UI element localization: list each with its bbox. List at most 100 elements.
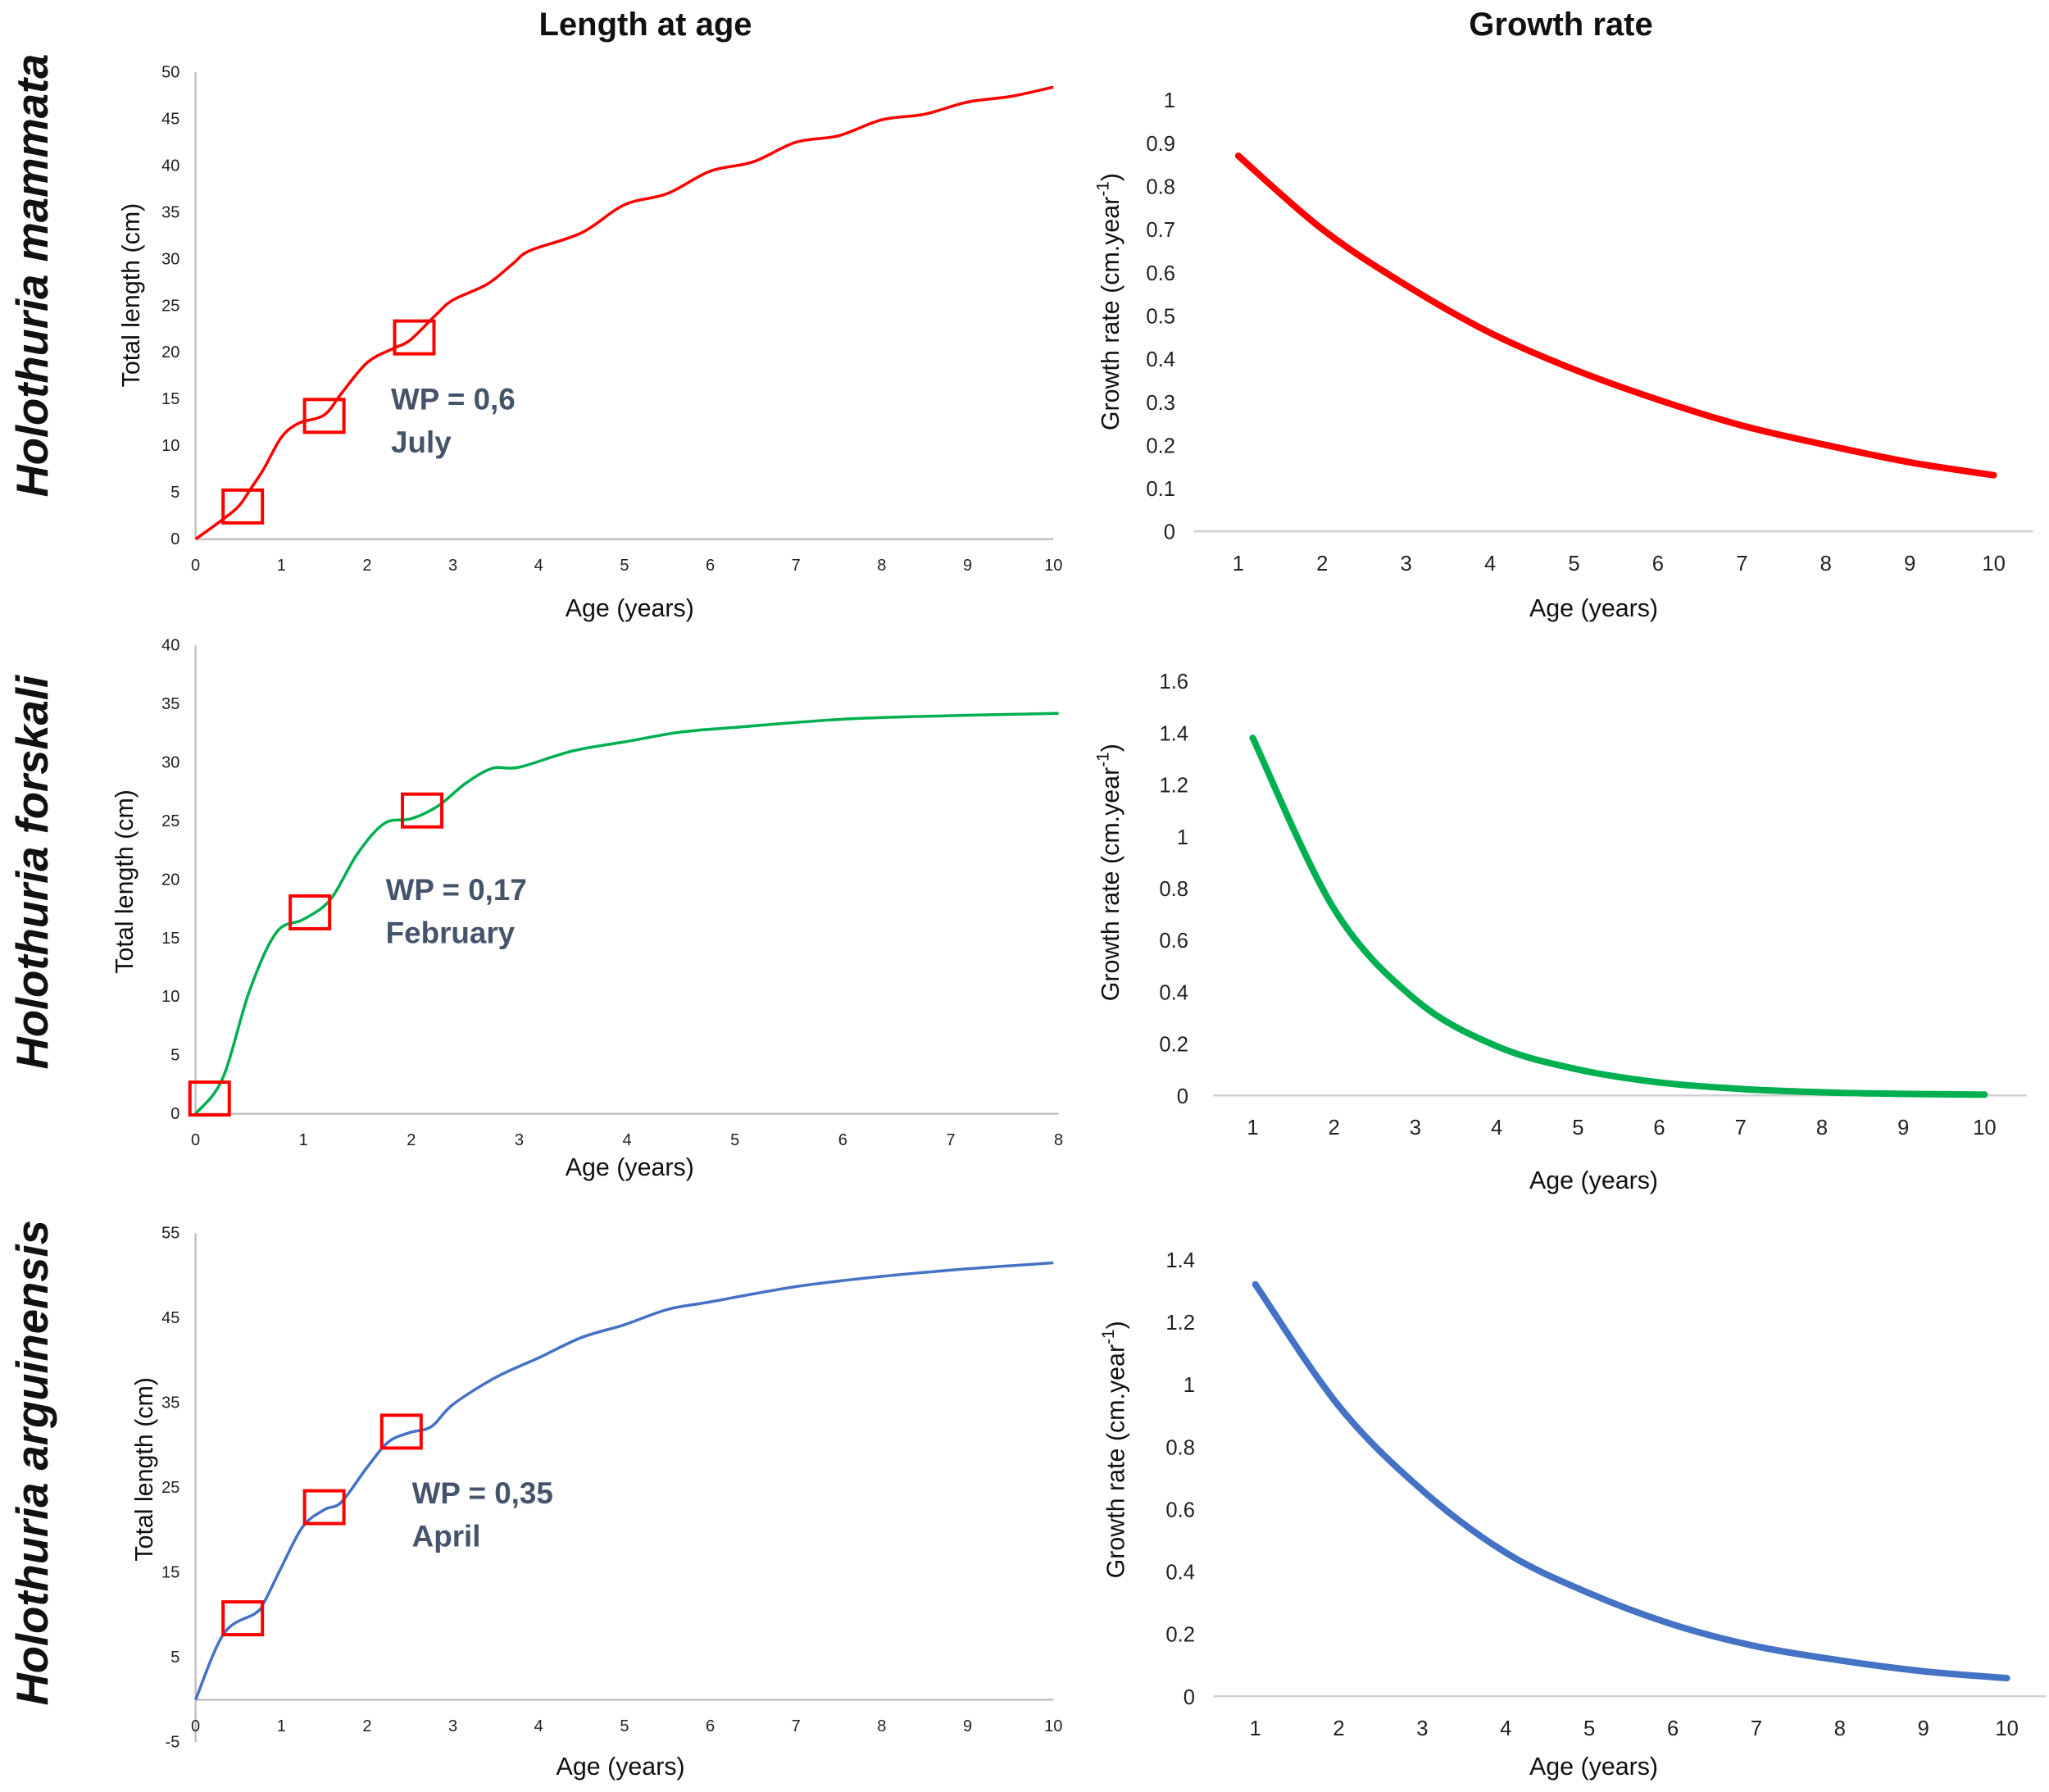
x-axis-title: Age (years) <box>557 1753 685 1781</box>
x-axis-title: Age (years) <box>1529 594 1658 622</box>
y-tick-label: 5 <box>170 1649 179 1667</box>
x-tick-label: 3 <box>515 1131 524 1149</box>
y-axis-title-superscript: -1 <box>1093 752 1112 767</box>
growth-rate-curve <box>1252 1280 2010 1682</box>
wp-annotation: February <box>386 916 516 950</box>
x-tick-label: 8 <box>1816 1117 1828 1139</box>
y-tick-label: 0.8 <box>1159 878 1188 901</box>
y-tick-label: 0 <box>1177 1085 1188 1108</box>
y-tick-label: 1.2 <box>1159 775 1188 798</box>
y-tick-label: 35 <box>161 1394 179 1412</box>
x-tick-label: 0 <box>191 1717 200 1735</box>
y-axis-title-end: ) <box>1097 744 1124 752</box>
x-tick-label: 8 <box>877 1717 886 1735</box>
chart-forskali-length: 0 5 10 15 20 25 30 35 40 0 1 2 3 4 5 6 7 8 Age (years) Tota… <box>111 637 1063 1181</box>
x-tick-label: 5 <box>620 557 629 575</box>
y-tick-label: 10 <box>161 988 179 1006</box>
x-tick-label: 4 <box>1500 1717 1511 1740</box>
y-tick-label: 0.2 <box>1159 1034 1188 1057</box>
y-tick-label: 0.1 <box>1146 478 1175 501</box>
y-tick-label: 0.7 <box>1146 219 1175 242</box>
y-tick-label: 15 <box>161 1564 179 1582</box>
x-tick-label: 8 <box>1820 553 1832 575</box>
x-axis-title: Age (years) <box>1529 1167 1658 1194</box>
x-tick-label: 6 <box>1652 553 1664 575</box>
y-tick-label: 0.8 <box>1165 1436 1195 1459</box>
seasonal-slowdown-marker <box>302 1489 346 1526</box>
y-tick-label: -5 <box>166 1734 180 1752</box>
y-tick-label: 50 <box>161 63 179 81</box>
y-tick-label: 35 <box>161 203 179 221</box>
x-tick-label: 7 <box>1751 1717 1762 1740</box>
x-tick-label: 10 <box>1044 1717 1062 1735</box>
y-tick-label: 0 <box>1184 1686 1195 1709</box>
seasonal-slowdown-marker <box>221 488 265 525</box>
x-tick-label: 7 <box>1736 553 1747 575</box>
y-axis-title: Total length (cm) <box>117 203 145 388</box>
y-tick-label: 15 <box>161 390 179 408</box>
seasonal-slowdown-marker <box>401 792 444 829</box>
x-tick-label: 4 <box>1491 1117 1502 1139</box>
column-title-growth: Growth rate <box>1469 7 1652 43</box>
x-tick-label: 1 <box>277 557 286 575</box>
y-axis-title-main: Growth rate (cm.year <box>1097 767 1124 1001</box>
y-tick-label: 30 <box>161 250 179 268</box>
y-tick-label: 0 <box>1164 521 1175 544</box>
seasonal-slowdown-marker <box>188 1080 231 1117</box>
x-tick-label: 6 <box>706 1717 715 1735</box>
x-tick-label: 3 <box>1401 553 1412 575</box>
y-tick-label: 1.4 <box>1165 1249 1195 1272</box>
y-tick-label: 0 <box>170 1105 179 1123</box>
y-axis-title-main: Growth rate (cm.year <box>1102 1344 1130 1578</box>
x-tick-label: 7 <box>1735 1117 1747 1139</box>
y-axis-title: Growth rate (cm.year-1) <box>1093 744 1124 1001</box>
x-tick-label: 6 <box>1667 1717 1679 1740</box>
y-tick-label: 20 <box>161 343 179 362</box>
x-tick-label: 6 <box>706 557 715 575</box>
x-tick-label: 1 <box>299 1131 308 1149</box>
y-tick-label: 1 <box>1164 89 1175 112</box>
x-tick-label: 10 <box>1982 553 2005 575</box>
x-tick-label: 4 <box>534 1717 543 1735</box>
growth-rate-curve <box>1249 735 1988 1098</box>
y-tick-label: 15 <box>161 930 179 948</box>
y-tick-label: 0.5 <box>1146 305 1175 328</box>
x-axis-title: Age (years) <box>566 594 694 622</box>
y-tick-label: 0.8 <box>1146 176 1175 199</box>
x-tick-label: 9 <box>1918 1717 1929 1740</box>
x-tick-label: 2 <box>407 1131 416 1149</box>
y-tick-label: 1 <box>1184 1374 1195 1397</box>
y-tick-label: 25 <box>161 297 179 315</box>
y-tick-label: 10 <box>161 437 179 455</box>
x-tick-label: 0 <box>191 557 200 575</box>
length-curve <box>194 712 1059 1115</box>
x-tick-label: 1 <box>277 1717 286 1735</box>
x-tick-label: 5 <box>1583 1717 1595 1740</box>
y-tick-label: 55 <box>161 1225 179 1243</box>
y-axis-title-end: ) <box>1102 1321 1130 1329</box>
x-tick-label: 2 <box>362 1717 371 1735</box>
y-tick-label: 0.4 <box>1159 981 1188 1004</box>
x-tick-label: 5 <box>620 1717 629 1735</box>
x-tick-label: 7 <box>946 1131 955 1149</box>
chart-mammata-growth: 0 0.1 0.2 0.3 0.4 0.5 0.6 0.7 0.8 0.9 1 1 2 3 4 5 6 7 8 9 10… <box>1093 89 2033 622</box>
y-tick-label: 0.9 <box>1146 133 1175 156</box>
x-tick-label: 3 <box>1416 1717 1428 1740</box>
wp-annotation: July <box>391 425 452 459</box>
x-tick-label: 3 <box>448 1717 457 1735</box>
growth-rate-curve <box>1234 152 1997 479</box>
y-axis-title-main: Growth rate (cm.year <box>1097 197 1124 430</box>
x-tick-label: 0 <box>191 1131 200 1149</box>
x-tick-label: 9 <box>963 557 972 575</box>
x-tick-label: 1 <box>1250 1717 1261 1740</box>
column-title-length: Length at age <box>538 7 752 43</box>
x-axis-title: Age (years) <box>566 1153 694 1181</box>
y-tick-label: 0.2 <box>1165 1624 1195 1647</box>
y-tick-label: 0.6 <box>1159 930 1188 953</box>
species-label-forskali: Holothuria forskali <box>7 674 57 1069</box>
x-axis-title: Age (years) <box>1529 1753 1658 1781</box>
x-tick-label: 4 <box>1484 553 1496 575</box>
